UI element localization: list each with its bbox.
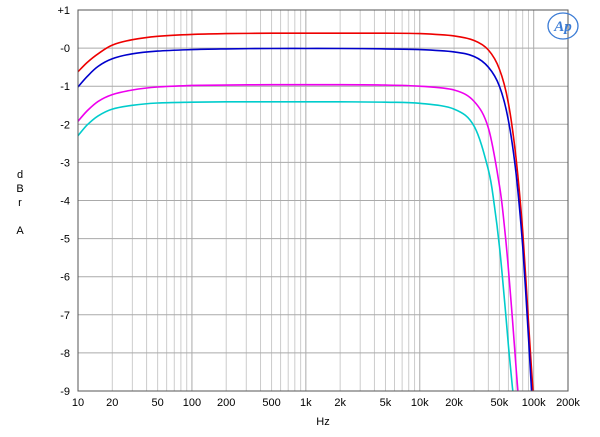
x-tick-label: 100k xyxy=(522,397,546,409)
y-tick-label: -3 xyxy=(60,157,70,169)
y-tick-label: -2 xyxy=(60,119,70,131)
y-tick-label: -7 xyxy=(60,310,70,322)
y-tick-label: -9 xyxy=(60,386,70,398)
x-tick-label: 200k xyxy=(556,397,580,409)
y-tick-labels: +1 -0 -1 -2 -3 -4 -5 -6 -7 -8 -9 xyxy=(57,5,70,398)
x-tick-label: 10k xyxy=(411,397,429,409)
x-tick-label: 100 xyxy=(183,397,201,409)
x-tick-label: 5k xyxy=(380,397,392,409)
x-tick-labels: 10 20 50 100 200 500 1k 2k 5k 10k 20k 50k 100k 200k xyxy=(72,397,581,409)
y-tick-label: -5 xyxy=(60,234,70,246)
x-tick-label: 10 xyxy=(72,397,84,409)
plot-frame xyxy=(77,9,569,392)
y-axis-label: dBr A xyxy=(16,169,24,237)
x-tick-label: 50k xyxy=(491,397,509,409)
y-axis-label-letter: r xyxy=(18,197,22,209)
series-line-3 xyxy=(78,83,519,391)
x-tick-label: 20k xyxy=(445,397,463,409)
ap-logo-text: Ap xyxy=(553,19,572,35)
y-axis-label-letter: A xyxy=(16,225,24,237)
y-tick-label: -1 xyxy=(60,81,70,93)
y-tick-label: +1 xyxy=(57,5,70,17)
y-axis-label-letter: d xyxy=(17,169,23,181)
x-tick-label: 200 xyxy=(217,397,235,409)
series-lines xyxy=(78,32,534,391)
x-axis-label: Hz xyxy=(316,416,329,428)
grid xyxy=(78,10,568,391)
y-tick-label: -0 xyxy=(60,43,70,55)
ap-logo: Ap xyxy=(547,12,579,40)
y-axis-label-letter: B xyxy=(16,183,23,195)
x-tick-label: 500 xyxy=(262,397,280,409)
series-line-1 xyxy=(78,32,534,391)
x-tick-label: 1k xyxy=(300,397,312,409)
y-tick-label: -8 xyxy=(60,348,70,360)
series-line-4 xyxy=(78,100,514,391)
y-tick-label: -4 xyxy=(60,196,70,208)
x-tick-label: 50 xyxy=(152,397,164,409)
y-tick-label: -6 xyxy=(60,272,70,284)
x-tick-label: 20 xyxy=(106,397,118,409)
series-line-2 xyxy=(78,47,533,391)
x-tick-label: 2k xyxy=(334,397,346,409)
